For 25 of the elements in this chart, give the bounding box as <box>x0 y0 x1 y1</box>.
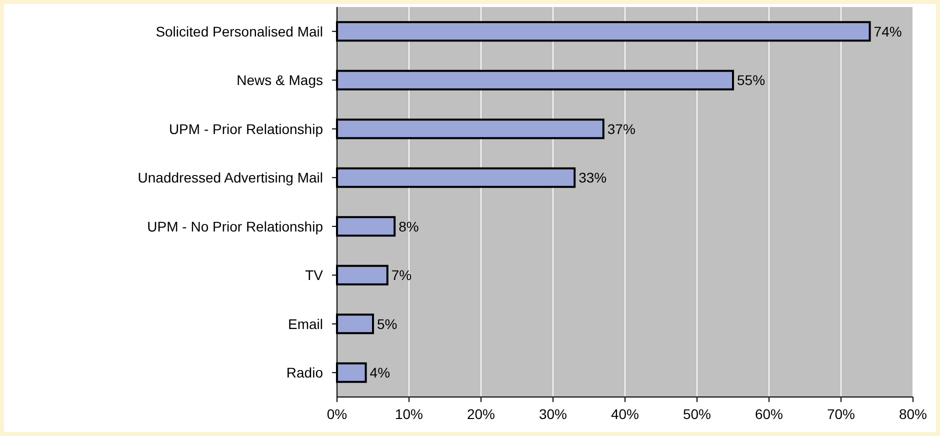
data-label: 8% <box>398 218 419 234</box>
y-tick-label: Unaddressed Advertising Mail <box>138 170 323 186</box>
y-tick-label: Solicited Personalised Mail <box>156 23 323 40</box>
y-tick-label: Email <box>288 316 323 332</box>
data-label: 37% <box>607 120 636 137</box>
data-label: 5% <box>377 316 398 332</box>
data-label: 33% <box>578 170 607 186</box>
x-tick-label: 60% <box>754 406 784 422</box>
data-label: 74% <box>874 23 902 40</box>
y-tick-label: UPM - No Prior Relationship <box>147 218 324 234</box>
x-tick-label: 40% <box>610 406 640 422</box>
data-label: 7% <box>391 267 412 284</box>
x-tick-label: 30% <box>538 406 568 422</box>
x-tick-label: 0% <box>326 406 348 422</box>
x-tick-label: 20% <box>466 406 496 422</box>
y-tick-label: News & Mags <box>236 72 323 88</box>
x-tick-label: 80% <box>898 406 928 422</box>
y-tick-label: TV <box>305 267 324 284</box>
x-tick-label: 70% <box>826 406 856 422</box>
data-label: 55% <box>737 72 766 88</box>
x-tick-label: 50% <box>682 406 712 422</box>
data-label: 4% <box>370 364 390 381</box>
x-tick-label: 10% <box>394 406 424 422</box>
y-tick-label: Radio <box>286 364 324 381</box>
y-tick-label: UPM - Prior Relationship <box>168 120 324 137</box>
